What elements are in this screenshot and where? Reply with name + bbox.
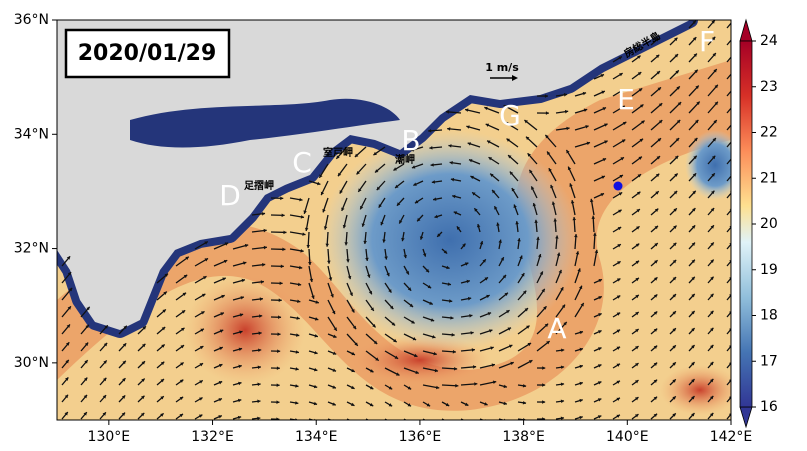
warm-core — [660, 365, 740, 415]
vector-head — [389, 420, 392, 423]
region-letter: G — [499, 99, 521, 132]
x-tick-label: 138°E — [502, 429, 545, 445]
scale-arrow: 1 m/s — [485, 61, 519, 81]
vector-head — [408, 420, 412, 423]
region-letter: C — [292, 146, 312, 179]
colorbar-tick-label: 23 — [760, 79, 778, 95]
colorbar-tick-label: 19 — [760, 262, 778, 278]
colorbar-tick-label: 16 — [760, 399, 778, 415]
colorbar-tick-label: 22 — [760, 125, 778, 141]
title-box: 2020/01/29 — [66, 30, 229, 77]
region-letter: E — [617, 83, 635, 116]
colorbar-extend-bottom — [740, 407, 752, 427]
x-tick-label: 130°E — [88, 429, 131, 445]
x-tick-label: 140°E — [606, 429, 649, 445]
x-tick-label: 136°E — [399, 429, 442, 445]
colorbar-tick-label: 21 — [760, 170, 778, 186]
date-title: 2020/01/29 — [78, 41, 217, 66]
place-name: 室戸岬 — [323, 146, 353, 159]
x-tick-label: 132°E — [191, 429, 234, 445]
vector-head — [731, 138, 734, 141]
colorbar-extend-top — [740, 20, 752, 41]
region-letter: D — [219, 179, 241, 212]
colorbar-tick-label: 17 — [760, 353, 778, 369]
vector-head — [733, 102, 736, 105]
vector-head — [732, 53, 735, 56]
x-tick-label: 142°E — [710, 429, 753, 445]
colorbar-tick-label: 20 — [760, 216, 778, 232]
vector-head — [732, 120, 735, 123]
y-tick-label: 36°N — [14, 12, 49, 28]
region-letter: F — [699, 25, 715, 58]
map-area — [57, 20, 745, 423]
x-tick-label: 134°E — [295, 429, 338, 445]
colorbar: 16 17 18 19 20 21 22 23 24 — [740, 20, 778, 427]
scale-label: 1 m/s — [485, 61, 519, 74]
vector-head — [733, 69, 736, 72]
vector-head — [427, 420, 430, 423]
y-tick-label: 32°N — [14, 241, 49, 257]
place-name: 潮岬 — [395, 153, 415, 166]
colorbar-tick-label: 24 — [760, 33, 778, 49]
y-tick-label: 30°N — [14, 355, 49, 371]
region-letter: A — [547, 312, 566, 345]
vector-head — [734, 84, 737, 87]
place-name: 足摺岬 — [244, 179, 274, 192]
colorbar-body — [740, 41, 752, 407]
station-marker — [614, 182, 623, 191]
colorbar-tick-label: 18 — [760, 308, 778, 324]
region-letter: B — [401, 124, 420, 157]
y-tick-label: 34°N — [14, 126, 49, 142]
